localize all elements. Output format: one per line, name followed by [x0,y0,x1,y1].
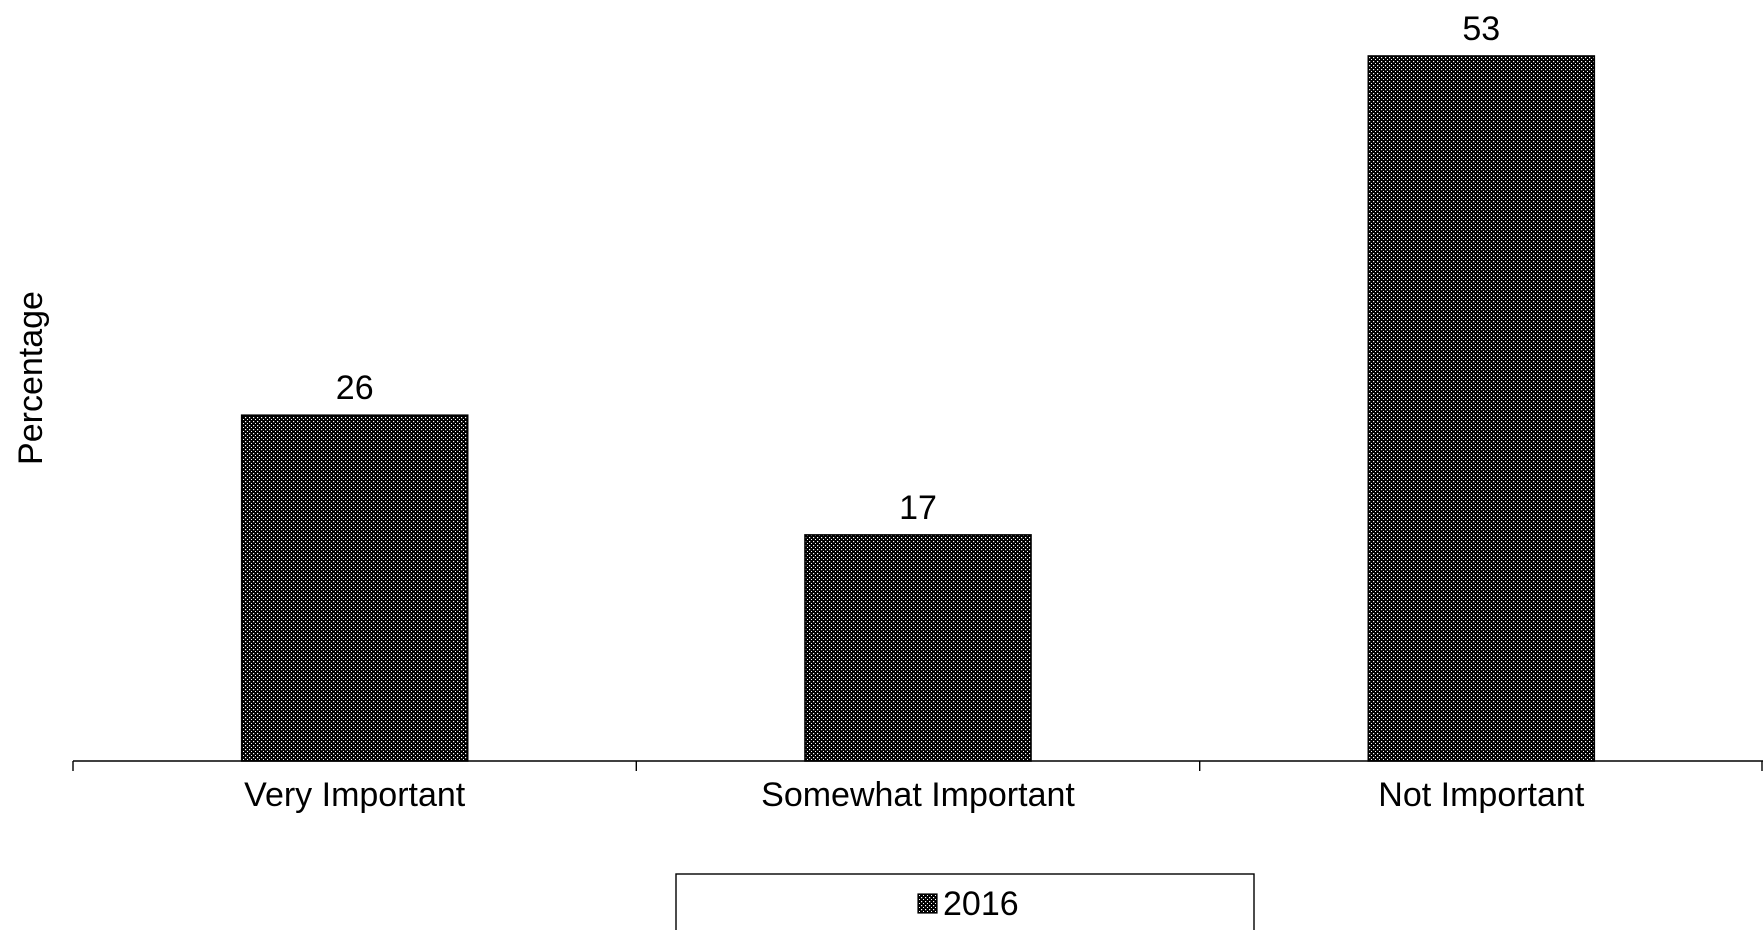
data-label-1: 17 [899,489,937,527]
x-tick-label-2: Not Important [1378,776,1585,814]
plot-area: 26 Very Important 17 Somewhat Important 53 No… [72,10,1763,814]
legend-swatch-2016 [917,893,938,914]
x-tick-label-0: Very Important [244,776,466,814]
data-label-2: 53 [1462,10,1500,48]
bar-0 [240,414,469,762]
legend-box [675,873,1255,930]
bar-2 [1367,55,1596,762]
y-axis-title: Percentage [12,291,50,465]
bar-1 [804,534,1032,762]
legend-label-2016: 2016 [943,885,1019,923]
data-label-0: 26 [336,369,374,407]
x-tick-label-1: Somewhat Important [761,776,1075,814]
legend: 2016 [675,873,1255,930]
